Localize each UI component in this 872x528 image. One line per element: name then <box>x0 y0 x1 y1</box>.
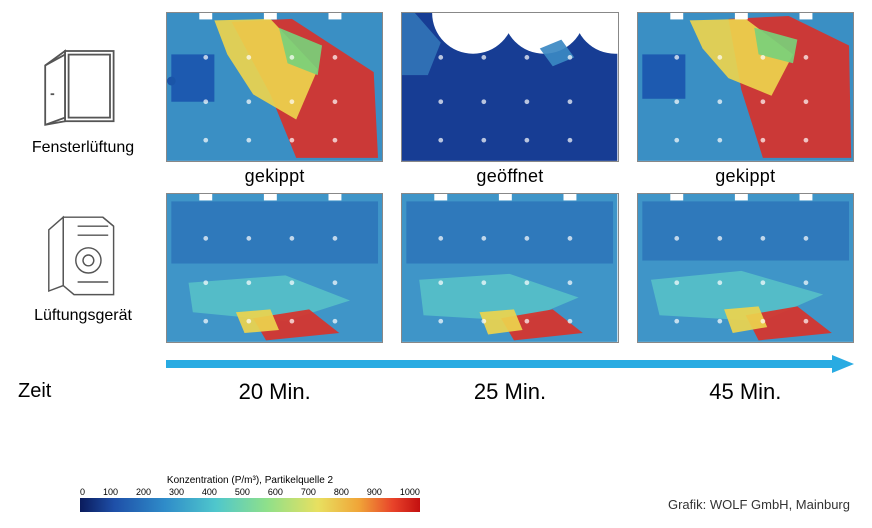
device-icon-cell: Lüftungsgerät <box>18 210 148 325</box>
comparison-grid: Fensterlüftung gekippt geöffnet gekippt <box>18 12 854 411</box>
sim-window-3 <box>637 12 854 162</box>
time-axis-label: Zeit <box>18 380 148 403</box>
window-icon <box>38 42 128 132</box>
sim-window-2-wrap: geöffnet <box>401 12 618 187</box>
legend-tick: 200 <box>136 487 151 497</box>
window-row-label: Fensterlüftung <box>32 138 134 157</box>
sim-window-1 <box>166 12 383 162</box>
legend-tick: 500 <box>235 487 250 497</box>
ventilation-device-icon <box>38 210 128 300</box>
time-arrow-head <box>832 355 854 373</box>
sim-device-1 <box>166 193 383 343</box>
legend-tick: 0 <box>80 487 85 497</box>
legend-tick: 800 <box>334 487 349 497</box>
state-label-2: geöffnet <box>401 166 618 187</box>
legend-tick: 900 <box>367 487 382 497</box>
legend-ticks: 0 100 200 300 400 500 600 700 800 900 1000 <box>80 487 420 497</box>
credit-line: Grafik: WOLF GmbH, Mainburg <box>668 497 850 512</box>
time-3: 45 Min. <box>637 379 854 405</box>
time-arrow <box>166 355 854 373</box>
color-legend: Konzentration (P/m³), Partikelquelle 2 0… <box>80 475 420 512</box>
legend-tick: 600 <box>268 487 283 497</box>
state-label-1: gekippt <box>166 166 383 187</box>
window-icon-cell: Fensterlüftung <box>18 42 148 157</box>
legend-tick: 400 <box>202 487 217 497</box>
legend-gradient-bar <box>80 498 420 512</box>
sim-window-2 <box>401 12 618 162</box>
sim-window-3-wrap: gekippt <box>637 12 854 187</box>
legend-tick: 300 <box>169 487 184 497</box>
sim-device-3 <box>637 193 854 343</box>
time-arrow-bar <box>166 360 836 368</box>
legend-title: Konzentration (P/m³), Partikelquelle 2 <box>80 475 420 486</box>
state-label-3: gekippt <box>637 166 854 187</box>
legend-tick: 100 <box>103 487 118 497</box>
device-row-label: Lüftungsgerät <box>34 306 132 325</box>
legend-tick: 700 <box>301 487 316 497</box>
time-1: 20 Min. <box>166 379 383 405</box>
time-2: 25 Min. <box>401 379 618 405</box>
sim-window-1-wrap: gekippt <box>166 12 383 187</box>
legend-tick: 1000 <box>400 487 420 497</box>
sim-device-2 <box>401 193 618 343</box>
